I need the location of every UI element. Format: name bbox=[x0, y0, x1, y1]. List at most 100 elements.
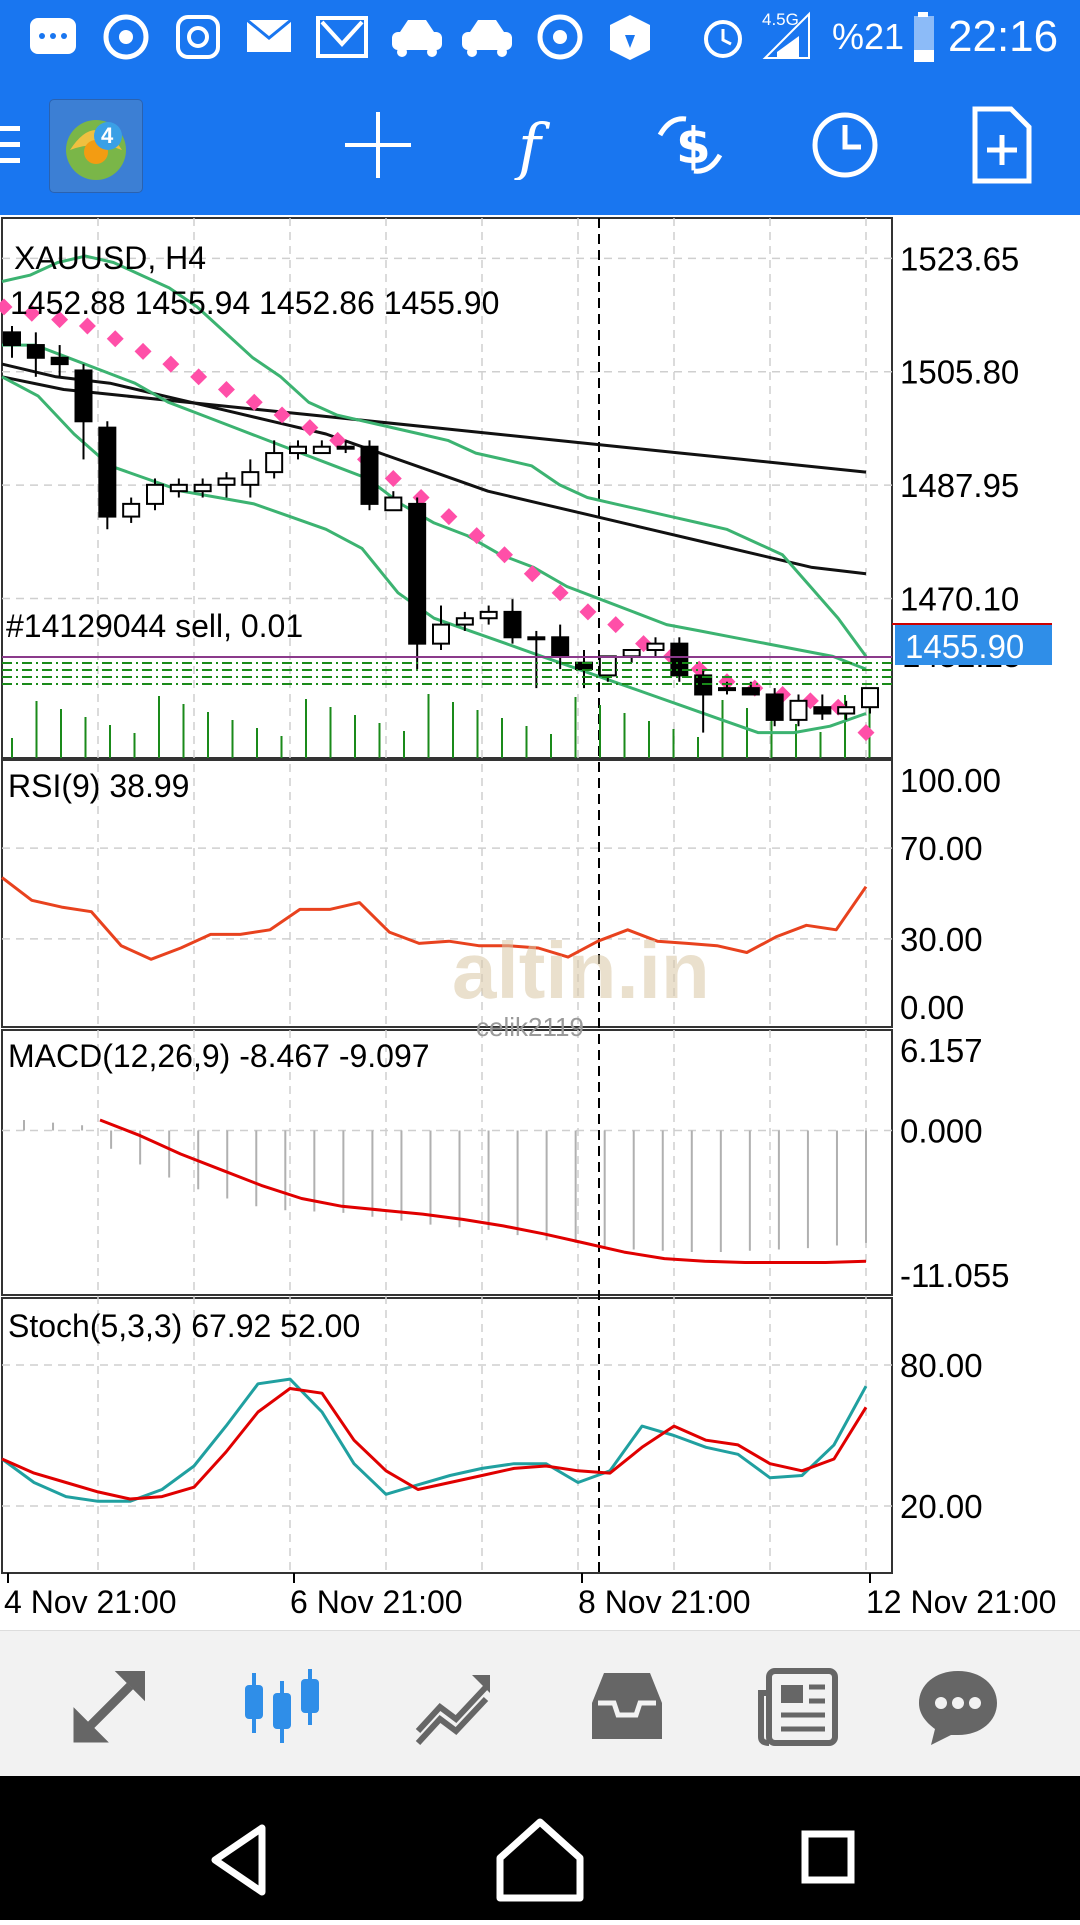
system-icons bbox=[704, 11, 810, 59]
panel-price bbox=[1, 217, 893, 759]
alarm-icon bbox=[704, 20, 742, 58]
panel-stoch bbox=[1, 1297, 893, 1574]
back-icon[interactable] bbox=[211, 1824, 266, 1896]
current-price-label: 1455.90 bbox=[905, 628, 1024, 665]
rsi-label: RSI(9) 38.99 bbox=[8, 768, 190, 804]
sar-dot bbox=[607, 616, 625, 634]
logo-badge: 4 bbox=[101, 123, 114, 148]
symbol-label: XAUUSD, H4 bbox=[14, 240, 207, 276]
macd-signal-line bbox=[99, 1118, 867, 1264]
panel-rsi bbox=[1, 759, 893, 1028]
candle-body bbox=[122, 502, 141, 518]
home-icon[interactable] bbox=[496, 1818, 584, 1902]
candle-body bbox=[718, 687, 736, 692]
sar-dot bbox=[78, 317, 96, 335]
macd-tick-label: 0.000 bbox=[900, 1112, 983, 1149]
menu-icon[interactable] bbox=[0, 100, 40, 190]
candle-body bbox=[265, 452, 284, 474]
candle-body bbox=[527, 636, 546, 641]
messages-icon bbox=[30, 18, 76, 54]
price-tick-label: 1523.65 bbox=[900, 240, 1019, 277]
new-order-icon[interactable] bbox=[957, 100, 1047, 190]
chrome-icon bbox=[103, 14, 149, 60]
sar-dot bbox=[551, 584, 569, 602]
chrome-icon bbox=[537, 14, 583, 60]
ma-fast-line bbox=[1, 362, 867, 576]
candle-body bbox=[646, 642, 665, 652]
candle-body bbox=[479, 610, 498, 620]
price-tick-label: 1487.95 bbox=[900, 467, 1019, 504]
car-icon bbox=[462, 20, 512, 57]
stoch-label: Stoch(5,3,3) 67.92 52.00 bbox=[8, 1308, 361, 1344]
news-icon[interactable] bbox=[753, 1661, 843, 1751]
trade-icon[interactable] bbox=[408, 1661, 498, 1751]
sar-dot bbox=[579, 603, 597, 621]
bollinger-middle-line bbox=[2, 343, 867, 671]
candle-body bbox=[551, 636, 570, 658]
bottom-navigation bbox=[0, 1630, 1080, 1777]
candle-body bbox=[598, 655, 617, 677]
candle-body bbox=[98, 426, 117, 518]
sar-dot bbox=[468, 527, 486, 545]
sar-dot bbox=[440, 508, 458, 526]
sar-dot bbox=[106, 330, 124, 348]
chart-area[interactable]: 1523.651505.801487.951470.101452.251455.… bbox=[0, 215, 1080, 1630]
candle-body bbox=[50, 356, 69, 366]
sar-dot bbox=[301, 419, 319, 437]
price-tick-label: 1505.80 bbox=[900, 354, 1019, 391]
candle-body bbox=[360, 445, 379, 505]
watermark: altin.in bbox=[452, 926, 710, 1015]
crosshair-icon[interactable] bbox=[333, 100, 423, 190]
notification-icons bbox=[30, 14, 650, 60]
sar-dot bbox=[162, 355, 180, 373]
candle-body bbox=[312, 445, 331, 455]
metatrader-logo[interactable]: 4 bbox=[50, 100, 142, 192]
recents-icon[interactable] bbox=[801, 1830, 855, 1884]
svg-text:$: $ bbox=[676, 117, 711, 175]
stoch-main-line bbox=[1, 1377, 868, 1503]
sar-dot bbox=[273, 406, 291, 424]
chat-icon[interactable] bbox=[913, 1661, 1003, 1751]
price-chart[interactable]: 1523.651505.801487.951470.101452.251455.… bbox=[0, 215, 1080, 1630]
package-icon bbox=[610, 15, 650, 60]
battery-icon bbox=[914, 12, 934, 62]
sar-dot bbox=[245, 393, 263, 411]
candle-body bbox=[741, 687, 760, 696]
ma-slow-line bbox=[1, 375, 867, 474]
quotes-icon[interactable] bbox=[65, 1661, 155, 1751]
rsi-line bbox=[1, 876, 868, 961]
candle-body bbox=[384, 496, 403, 512]
candle-body bbox=[670, 642, 689, 677]
candle-body bbox=[455, 617, 474, 626]
stoch-tick-label: 80.00 bbox=[900, 1347, 983, 1384]
history-icon[interactable] bbox=[582, 1661, 672, 1751]
trade-icon[interactable]: $ bbox=[645, 100, 735, 190]
sar-dot bbox=[0, 298, 13, 316]
sar-dot bbox=[134, 342, 152, 360]
candle-body bbox=[74, 369, 93, 423]
chart-icon[interactable] bbox=[237, 1661, 327, 1751]
candle-body bbox=[837, 706, 856, 715]
svg-text:f: f bbox=[514, 110, 551, 180]
x-axis-label: 6 Nov 21:00 bbox=[290, 1584, 463, 1620]
candle-body bbox=[26, 344, 45, 359]
x-axis-label: 12 Nov 21:00 bbox=[866, 1584, 1056, 1620]
stoch-signal-line bbox=[1, 1387, 868, 1501]
sar-dot bbox=[190, 368, 208, 386]
timeframe-icon[interactable] bbox=[800, 100, 890, 190]
macd-tick-label: 6.157 bbox=[900, 1032, 983, 1069]
macd-label: MACD(12,26,9) -8.467 -9.097 bbox=[8, 1038, 430, 1074]
x-axis-label: 4 Nov 21:00 bbox=[4, 1584, 177, 1620]
indicators-icon[interactable]: f bbox=[490, 100, 580, 190]
candle-body bbox=[241, 471, 260, 486]
bollinger-upper-line bbox=[1, 254, 868, 658]
status-bar: 4.5G %21 22:16 bbox=[0, 0, 1080, 75]
candle-body bbox=[169, 483, 188, 493]
rsi-tick-label: 70.00 bbox=[900, 830, 983, 867]
order-label: #14129044 sell, 0.01 bbox=[6, 608, 304, 644]
macd-tick-label: -11.055 bbox=[900, 1257, 1009, 1294]
candle-body bbox=[336, 445, 355, 450]
sar-dot bbox=[384, 469, 402, 487]
sar-dot bbox=[857, 724, 875, 742]
car-icon bbox=[392, 20, 442, 57]
